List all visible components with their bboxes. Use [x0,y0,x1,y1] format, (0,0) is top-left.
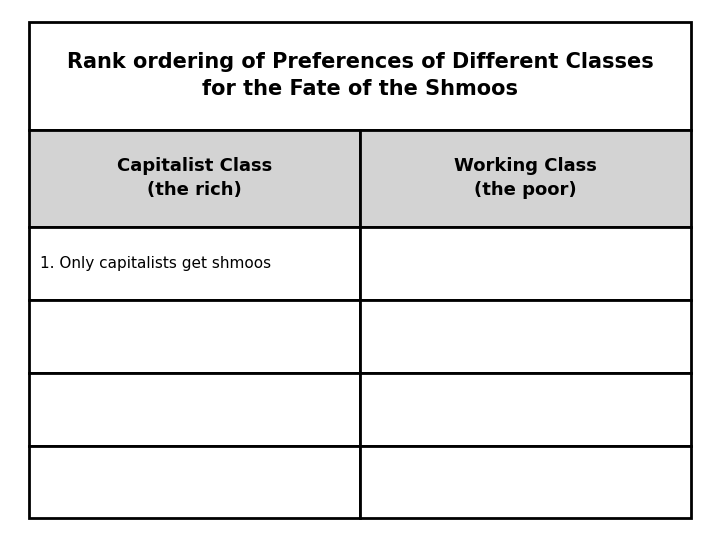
Bar [29,227,360,300]
Bar [29,373,360,446]
Text: 1. Only capitalists get shmoos: 1. Only capitalists get shmoos [40,256,271,271]
Bar [360,130,691,227]
Bar [29,130,360,227]
Bar [29,22,691,130]
Text: Capitalist Class
(the rich): Capitalist Class (the rich) [117,157,272,199]
Bar [360,227,691,300]
Bar [29,300,360,373]
Bar [360,300,691,373]
Text: Working Class
(the poor): Working Class (the poor) [454,157,597,199]
Text: Rank ordering of Preferences of Different Classes
for the Fate of the Shmoos: Rank ordering of Preferences of Differen… [67,52,653,99]
Bar [360,373,691,446]
Bar [29,446,360,518]
Bar [360,446,691,518]
